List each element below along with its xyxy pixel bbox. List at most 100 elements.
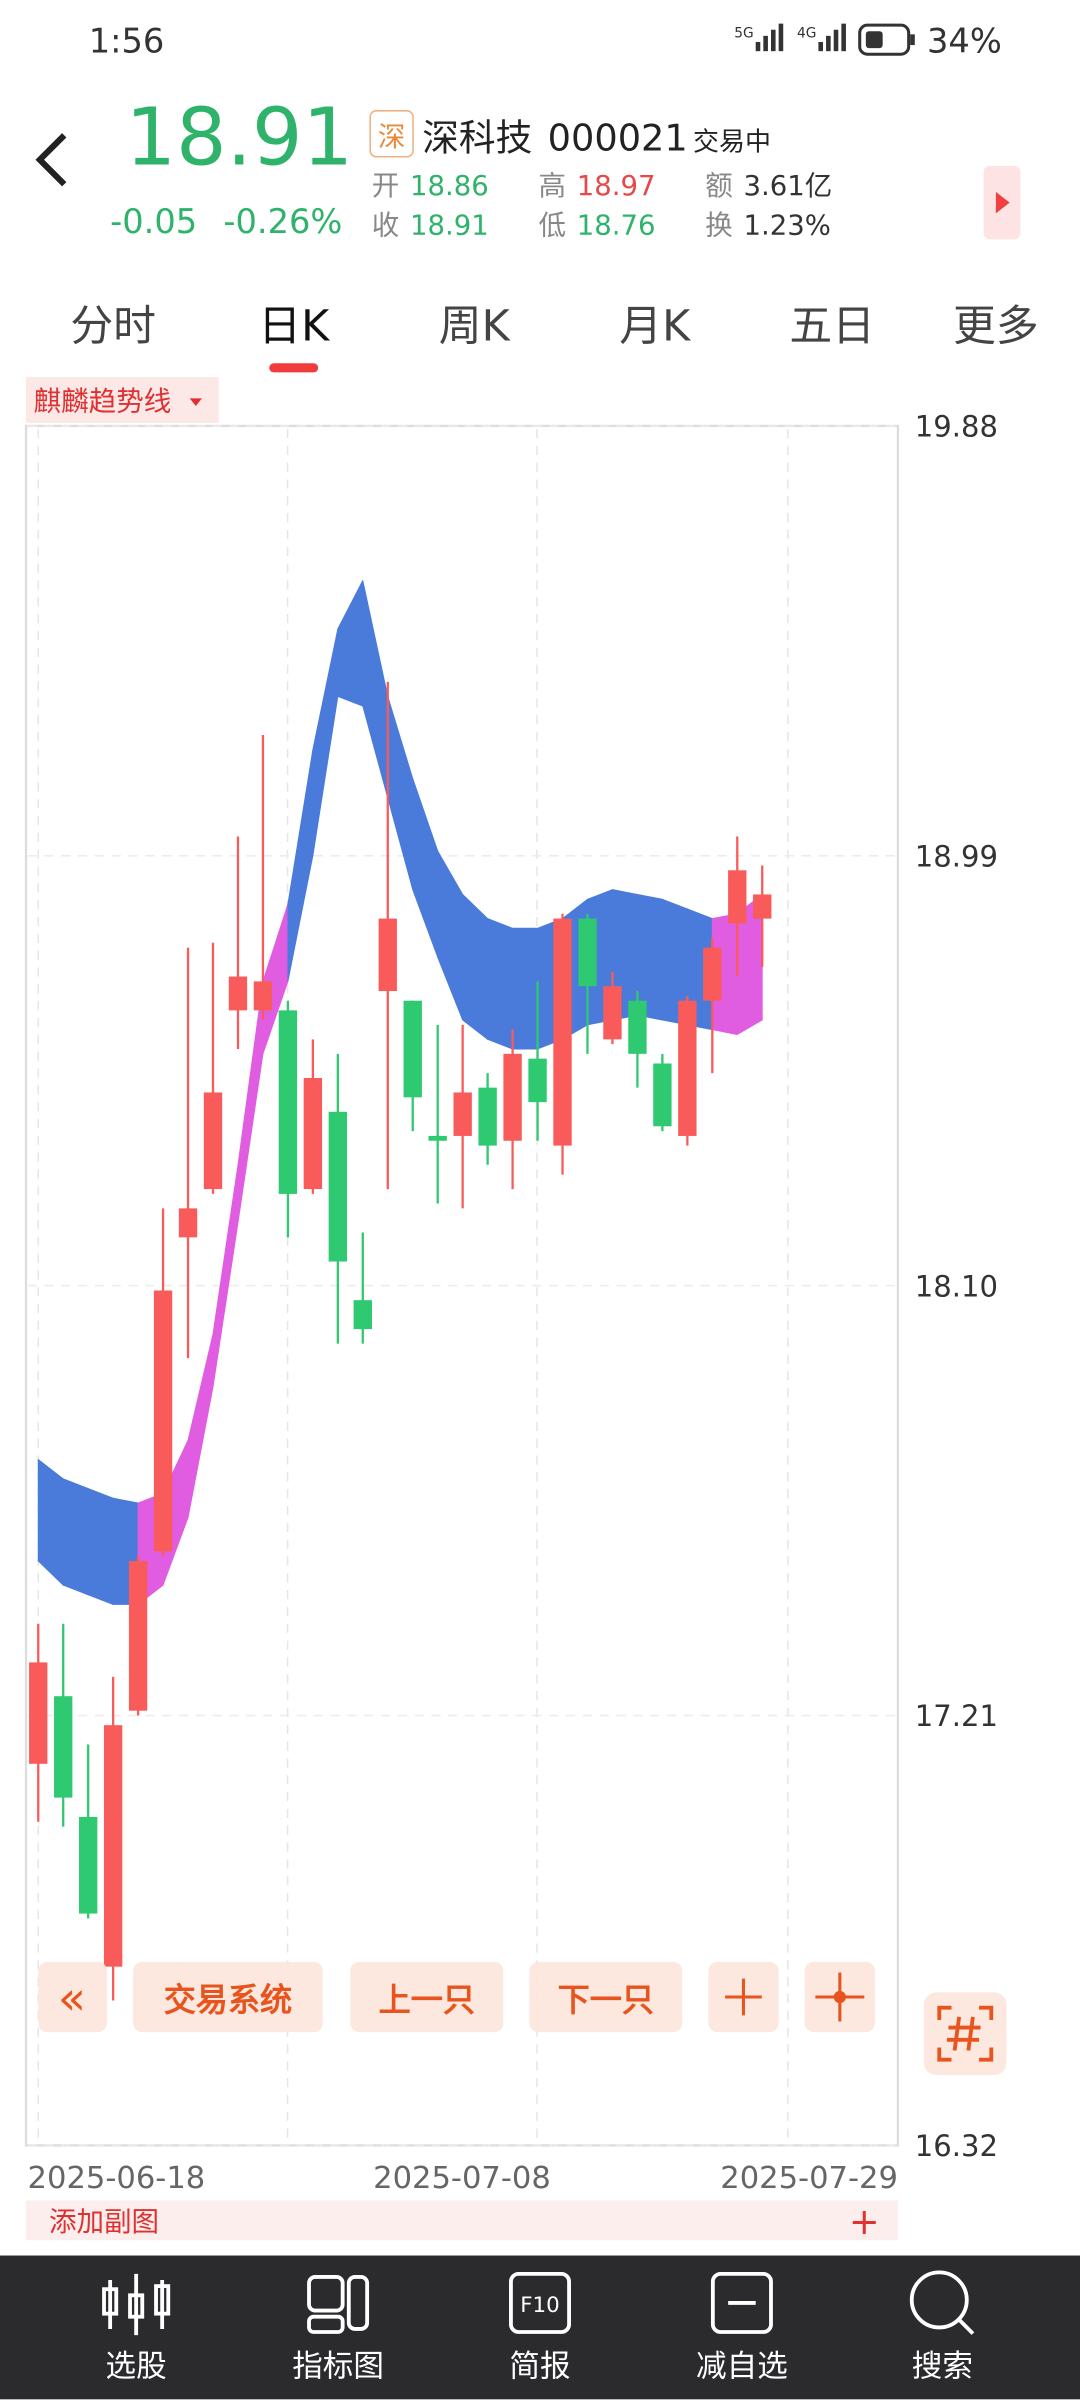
- candle-body: [29, 1662, 48, 1764]
- clock: 1:56: [89, 22, 165, 61]
- candle-body: [428, 1135, 447, 1141]
- stat-label: 开: [372, 170, 400, 202]
- first-label: «: [58, 1971, 86, 2025]
- next-label: 下一只: [558, 1981, 654, 2019]
- candle-body: [603, 986, 622, 1040]
- next-button[interactable]: [529, 1961, 683, 2033]
- y-tick-label: 17.21: [915, 1699, 998, 1733]
- stock-code: 000021: [548, 117, 688, 160]
- trend-band: [62, 1478, 89, 1596]
- candle-body: [153, 1290, 173, 1552]
- candle-body: [78, 1816, 98, 1914]
- price-change-pct: -0.26%: [223, 202, 342, 241]
- back-button[interactable]: [35, 133, 67, 187]
- candle-body: [278, 1010, 298, 1194]
- tab[interactable]: 五日: [789, 301, 875, 351]
- stat-label: 低: [538, 210, 566, 242]
- y-tick-label: 18.10: [915, 1269, 998, 1303]
- nav-label[interactable]: 简报: [509, 2349, 570, 2384]
- stat-value: 18.91: [410, 210, 489, 242]
- candle-body: [653, 1063, 672, 1127]
- candle-body: [503, 1053, 522, 1141]
- market-badge-text: 深: [378, 121, 406, 153]
- trend-band: [437, 849, 464, 1021]
- nav-label[interactable]: 搜索: [912, 2349, 973, 2384]
- candle-body: [103, 1725, 123, 1967]
- trend-band: [312, 628, 339, 856]
- stat-value: 18.86: [410, 170, 489, 202]
- candle-body: [54, 1696, 73, 1798]
- market-badge: [369, 110, 414, 158]
- tab[interactable]: 分时: [70, 301, 156, 351]
- first-button[interactable]: [38, 1961, 108, 2033]
- grid-button[interactable]: [923, 1992, 1007, 2076]
- add-subchart-bar[interactable]: [26, 2200, 898, 2241]
- trend-band: [387, 696, 414, 890]
- add-subchart-plus: +: [849, 2200, 880, 2243]
- draw-icon: [815, 1972, 865, 2022]
- trend-band: [237, 981, 264, 1223]
- tab[interactable]: 日K: [258, 301, 330, 351]
- candle-body: [678, 1000, 697, 1136]
- indicator-selector[interactable]: [26, 376, 219, 423]
- stat-label: 额: [705, 170, 733, 202]
- network: 4G: [797, 25, 816, 41]
- system-label: 交易系统: [164, 1981, 292, 2019]
- x-label: 2025-07-29: [720, 2161, 898, 2196]
- battery-level: 34%: [927, 22, 1002, 61]
- add-subchart-label: 添加副图: [49, 2206, 159, 2238]
- candle-body: [703, 947, 722, 1001]
- f10-icon: F10: [520, 2293, 560, 2318]
- prev-button[interactable]: [350, 1961, 504, 2033]
- candle-body: [728, 870, 747, 924]
- trend-band: [287, 749, 314, 982]
- candle-body: [528, 1058, 547, 1103]
- candle-body: [203, 1092, 223, 1190]
- tab[interactable]: 更多: [953, 301, 1039, 351]
- candle-body: [403, 1000, 422, 1098]
- stat-label: 收: [372, 210, 400, 242]
- candle-body: [478, 1087, 497, 1146]
- candle-body: [353, 1300, 372, 1330]
- system-button[interactable]: [133, 1961, 323, 2033]
- trend-band: [362, 580, 389, 798]
- toggle-arrow: [995, 191, 1010, 214]
- stat-value: 18.97: [577, 170, 656, 202]
- trend-band: [487, 917, 514, 1050]
- nav-label[interactable]: 减自选: [696, 2349, 788, 2384]
- candle-body: [228, 976, 248, 1011]
- price-change: -0.05: [110, 202, 197, 241]
- stat-label: 换: [705, 210, 733, 242]
- candle-body: [453, 1092, 472, 1136]
- toolbar: [38, 1961, 1007, 2076]
- trend-band: [87, 1487, 114, 1606]
- x-label: 2025-07-08: [373, 2161, 551, 2196]
- signal-icons: [755, 23, 846, 52]
- nav-icons: [102, 2270, 975, 2336]
- indicator-name: 麒麟趋势线: [34, 386, 172, 418]
- dropdown-arrow: [189, 398, 202, 407]
- y-tick-label: 16.32: [915, 2129, 998, 2163]
- trend-band: [512, 927, 539, 1050]
- nav-label[interactable]: 指标图: [292, 2349, 384, 2384]
- candle-body: [128, 1560, 148, 1711]
- candle-body: [178, 1208, 198, 1238]
- nav-label[interactable]: 选股: [106, 2349, 167, 2384]
- trade-state: 交易中: [693, 128, 771, 158]
- tab[interactable]: 周K: [439, 301, 511, 351]
- y-tick-label: 19.88: [915, 410, 998, 444]
- tab[interactable]: 月K: [619, 301, 691, 351]
- y-tick-label: 18.99: [915, 840, 998, 874]
- candle-body: [553, 918, 572, 1146]
- battery-icon: [858, 23, 915, 56]
- trend-band: [37, 1458, 64, 1587]
- stock-name: 深科技: [422, 117, 532, 160]
- stat-label: 高: [538, 170, 566, 202]
- prev-label: 上一只: [379, 1981, 475, 2019]
- grid-icon: [937, 2005, 994, 2062]
- bottom-nav: [0, 2255, 1080, 2400]
- candle-body: [328, 1111, 348, 1262]
- chart-frame: [24, 424, 900, 2147]
- x-label: 2025-06-18: [28, 2161, 206, 2196]
